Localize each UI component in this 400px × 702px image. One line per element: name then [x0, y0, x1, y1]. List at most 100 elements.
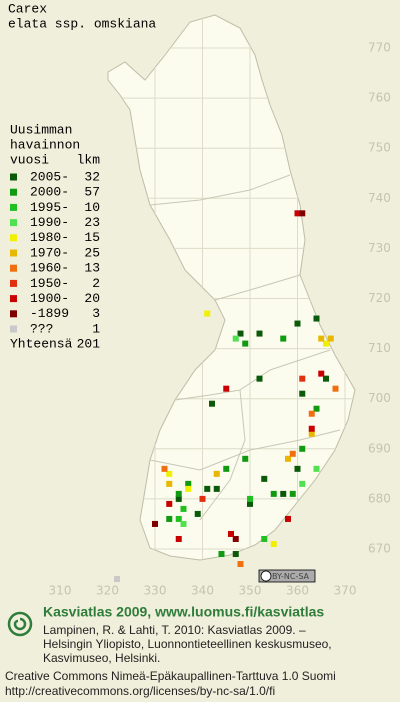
legend-count: 1	[92, 321, 100, 336]
observation	[209, 400, 215, 407]
observation	[299, 375, 306, 382]
x-tick-label: 370	[334, 584, 357, 598]
footer-brand[interactable]: Kasviatlas 2009, www.luomus.fi/kasviatla…	[43, 604, 324, 620]
observation	[114, 576, 120, 583]
observation	[280, 335, 287, 342]
observation	[213, 485, 220, 492]
observation	[166, 470, 173, 477]
land	[107, 14, 356, 561]
observation	[308, 425, 315, 432]
observation	[323, 340, 329, 347]
observation	[332, 385, 339, 392]
legend-count: 32	[84, 169, 100, 184]
observation	[185, 480, 192, 487]
subtitle: elata ssp. omskiana	[8, 16, 156, 31]
legend-label: 2000-	[30, 185, 69, 200]
observation	[180, 520, 187, 527]
observation	[285, 455, 291, 462]
observation	[213, 470, 220, 477]
observation	[247, 500, 253, 507]
legend-swatch	[10, 249, 17, 257]
legend-swatch	[10, 279, 17, 287]
observation	[308, 430, 315, 437]
observation	[313, 315, 320, 322]
observation	[194, 510, 201, 517]
observations	[114, 210, 339, 583]
legend-label: 1995-	[30, 200, 69, 215]
legend-swatch	[10, 188, 17, 196]
observation	[152, 520, 158, 527]
observation	[299, 445, 306, 452]
legend-total: 201	[77, 337, 101, 352]
observation	[285, 515, 291, 522]
legend-swatch	[10, 219, 17, 227]
legend-count: 3	[92, 306, 100, 321]
x-tick-label: 350	[239, 584, 262, 598]
observation	[175, 495, 182, 502]
observation	[318, 335, 325, 342]
y-tick-label: 710	[368, 341, 391, 355]
observation	[261, 535, 268, 542]
observation	[308, 410, 315, 417]
legend-label: 1900-	[30, 291, 69, 306]
y-tick-label: 740	[368, 191, 391, 205]
footer-license-url[interactable]: http://creativecommons.org/licenses/by-n…	[5, 684, 275, 698]
x-tick-label: 330	[144, 584, 167, 598]
legend-count: 20	[84, 291, 100, 306]
legend-swatch	[10, 295, 17, 303]
legend-count: 2	[92, 276, 100, 291]
legend-count-header: lkm	[77, 152, 101, 167]
observation	[318, 370, 325, 377]
legend-count: 13	[84, 261, 100, 276]
observation	[204, 485, 211, 492]
province-borders	[149, 174, 341, 521]
x-tick-label: 360	[286, 584, 309, 598]
y-tick-label: 690	[368, 441, 391, 455]
observation	[204, 310, 211, 317]
y-tick-label: 680	[368, 491, 391, 505]
y-tick-label: 750	[368, 141, 391, 155]
legend-label: 1990-	[30, 215, 69, 230]
footer-citation: Helsingin Yliopisto, Luonnontieteellinen…	[43, 637, 332, 651]
legend-swatch	[10, 234, 17, 242]
y-tick-label: 730	[368, 241, 391, 255]
x-tick-label: 340	[191, 584, 214, 598]
legend-label: -1899	[30, 306, 69, 321]
observation	[237, 561, 244, 568]
observation	[180, 505, 187, 512]
x-tick-label: 320	[96, 584, 119, 598]
legend-count: 15	[84, 230, 100, 245]
observation	[289, 450, 296, 457]
legend-swatch	[10, 310, 17, 318]
observation	[242, 340, 249, 347]
observation	[256, 330, 263, 337]
observation	[232, 535, 239, 542]
legend-count: 10	[84, 200, 100, 215]
observation	[166, 515, 173, 522]
license-badge-text: BY-NC-SA	[272, 572, 310, 581]
observation	[237, 330, 244, 337]
legend-label: 1970-	[30, 245, 69, 260]
observation	[223, 465, 230, 472]
legend-swatch	[10, 264, 17, 272]
legend-header: havainnon	[10, 137, 80, 152]
observation	[175, 515, 182, 522]
legend-count: 25	[84, 245, 100, 260]
observation	[166, 500, 173, 507]
observation	[313, 405, 320, 412]
legend-label: 1950-	[30, 276, 69, 291]
observation	[218, 551, 225, 558]
logo	[7, 611, 33, 637]
observation	[242, 455, 249, 462]
observation	[199, 495, 206, 502]
observation	[228, 530, 234, 537]
title: Carex	[8, 1, 47, 16]
observation	[232, 335, 239, 342]
observation	[299, 210, 306, 217]
legend-label: 1960-	[30, 261, 69, 276]
y-tick-label: 760	[368, 91, 391, 105]
license-badge: BY-NC-SA	[258, 569, 316, 583]
legend-count: 57	[84, 185, 100, 200]
